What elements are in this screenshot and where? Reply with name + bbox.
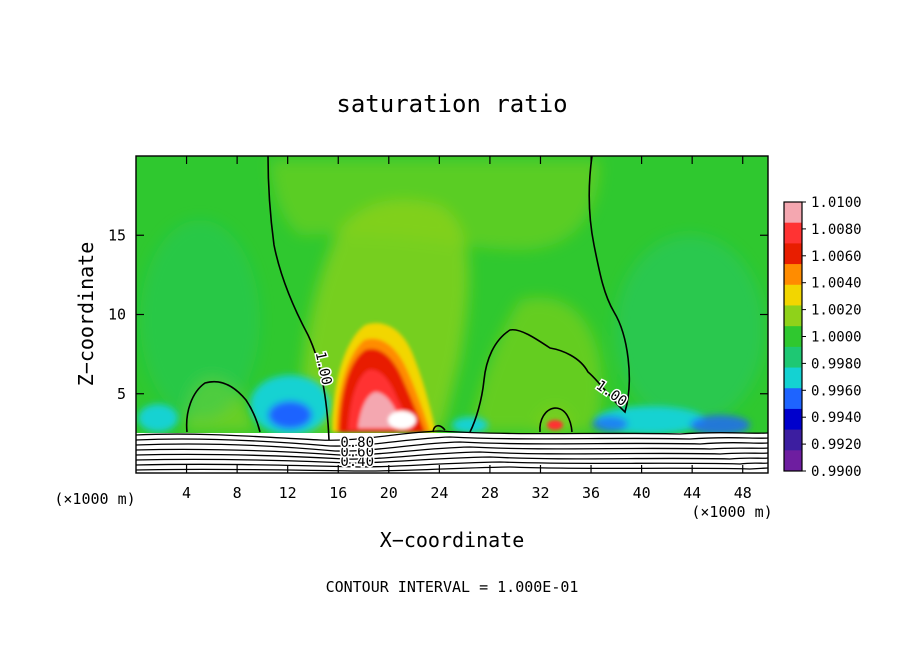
colorbar-swatch <box>784 305 802 327</box>
colorbar-label: 1.0100 <box>811 195 862 211</box>
x-tick-label: 32 <box>531 484 549 502</box>
unity-contour-left-bump <box>185 381 261 433</box>
moist-plume <box>140 160 765 432</box>
x-tick-label: 20 <box>380 484 398 502</box>
x-tick-label: 4 <box>182 484 191 502</box>
colorbar-label: 1.0040 <box>811 276 862 292</box>
colorbar: 1.0100 1.0080 1.0060 1.0040 1.0020 1.0000 0.99… <box>783 195 862 480</box>
x-axis-ticks: 4 8 12 16 20 24 28 32 36 40 44 48 <box>182 156 752 502</box>
colorbar-label: 1.0060 <box>811 249 862 265</box>
colorbar-label: 0.9980 <box>811 356 862 372</box>
dry-pockets <box>138 375 750 435</box>
surface-contour <box>136 436 768 447</box>
x-tick-label: 8 <box>233 484 242 502</box>
colorbar-swatch <box>784 388 802 410</box>
colorbar-swatch <box>784 346 802 369</box>
contour-interval-note: CONTOUR INTERVAL = 1.000E-01 <box>326 578 579 596</box>
x-unit-left: (×1000 m) <box>54 490 135 508</box>
dry-pocket-3 <box>268 401 312 429</box>
x-tick-label: 16 <box>329 484 347 502</box>
dry-pocket-1 <box>138 404 178 432</box>
surface-contour <box>136 446 768 456</box>
z-tick-label: 5 <box>117 385 126 403</box>
z-axis-label: Z−coordinate <box>74 242 98 387</box>
surface-contours <box>136 430 768 472</box>
small-red-patch <box>547 420 563 430</box>
unity-contour-tiny-bump <box>432 424 446 433</box>
colorbar-swatch <box>784 264 802 286</box>
surface-contour <box>136 451 768 460</box>
colorbar-swatch <box>784 450 802 472</box>
drier-left <box>140 220 260 420</box>
z-axis-ticks: 5 10 15 <box>108 226 768 403</box>
surface-contour <box>136 466 768 472</box>
colorbar-label: 0.9960 <box>811 383 862 399</box>
colorbar-swatch <box>784 243 802 265</box>
chart-title: saturation ratio <box>336 90 567 118</box>
colorbar-swatch <box>784 284 802 306</box>
x-tick-label: 24 <box>430 484 448 502</box>
colorbar-swatch <box>784 202 802 224</box>
saturated-core <box>332 323 563 432</box>
colorbar-label: 1.0080 <box>811 222 862 238</box>
x-tick-label: 12 <box>279 484 297 502</box>
contour-label: 0.40 <box>340 454 374 470</box>
unity-contour-left <box>267 156 330 441</box>
plume-right-lobe <box>470 297 602 432</box>
x-tick-label: 40 <box>633 484 651 502</box>
x-tick-label: 44 <box>683 484 701 502</box>
colorbar-swatch <box>784 367 802 389</box>
surface-contour <box>136 441 768 452</box>
unity-contours <box>185 156 631 441</box>
dry-pocket-5 <box>690 415 750 435</box>
colorbar-label: 0.9940 <box>811 410 862 426</box>
surface-contour <box>136 430 768 441</box>
surface-contour <box>136 461 768 468</box>
colorbar-swatch <box>784 408 802 431</box>
x-tick-label: 28 <box>481 484 499 502</box>
x-unit-right: (×1000 m) <box>691 503 772 521</box>
colorbar-swatch <box>784 326 802 348</box>
z-tick-label: 10 <box>108 306 126 324</box>
x-tick-label: 36 <box>582 484 600 502</box>
x-axis-label: X−coordinate <box>380 528 525 552</box>
colorbar-label: 1.0020 <box>811 303 862 319</box>
drier-right <box>615 235 765 425</box>
contour-label: 0.60 <box>340 444 374 460</box>
dry-pocket-7 <box>592 416 628 432</box>
colorbar-label: 0.9920 <box>811 437 862 453</box>
colorbar-label: 0.9900 <box>811 464 862 480</box>
unity-contour-right <box>469 156 631 433</box>
z-tick-label: 15 <box>108 226 126 244</box>
saturation-field: 1.001.000.400.600.80 <box>136 156 768 473</box>
upper-moist-band <box>270 160 600 250</box>
colorbar-swatch <box>784 222 802 244</box>
core-max <box>388 411 416 429</box>
contour-label: 0.80 <box>340 435 374 451</box>
surface-contour <box>136 456 768 464</box>
x-tick-label: 48 <box>734 484 752 502</box>
unity-contour-small-bump <box>539 407 573 433</box>
colorbar-swatch <box>784 429 802 451</box>
dry-pocket-6 <box>452 417 488 433</box>
colorbar-label: 1.0000 <box>811 330 862 346</box>
